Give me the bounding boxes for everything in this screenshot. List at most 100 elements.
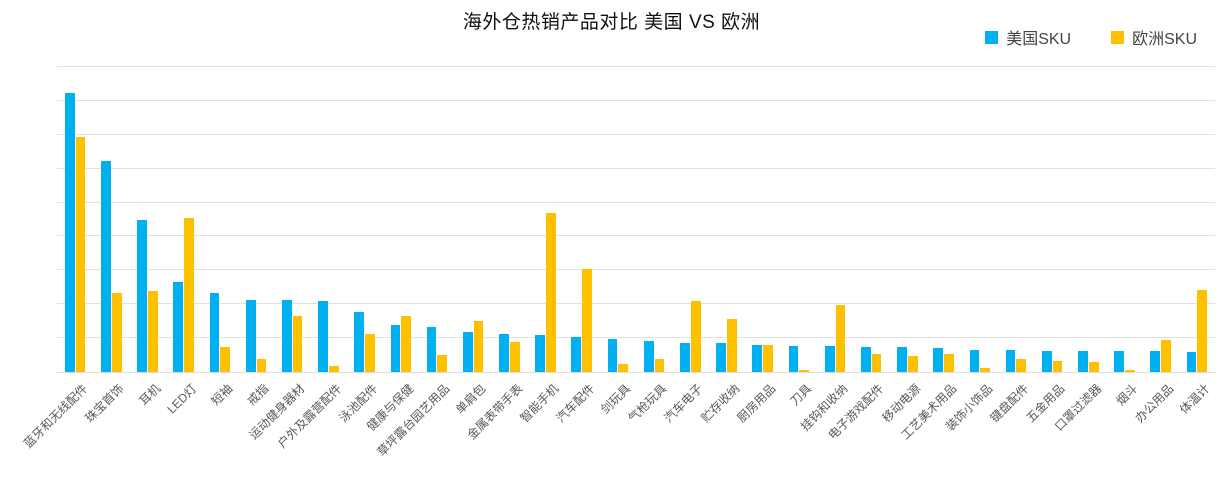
bar-eu-sku bbox=[799, 370, 810, 372]
category-slot bbox=[745, 67, 781, 372]
category-slot bbox=[853, 67, 889, 372]
bar-eu-sku bbox=[690, 300, 701, 372]
x-axis-label: 耳机 bbox=[136, 381, 163, 409]
gridline bbox=[57, 201, 1215, 203]
bar-us-sku bbox=[318, 300, 328, 372]
category-slot bbox=[527, 67, 563, 372]
x-axis-labels: 蓝牙和无线配件 珠宝首饰 耳机 LED灯 短袖 戒指 运动健身器材 户外及露营配件 泳池配件 健康… bbox=[21, 374, 1215, 494]
bar-eu-sku bbox=[437, 355, 448, 372]
category-slot bbox=[93, 67, 129, 372]
bar-us-sku bbox=[1005, 350, 1016, 372]
bar-us-sku bbox=[933, 347, 944, 372]
gridline bbox=[57, 133, 1215, 135]
category-slot bbox=[889, 67, 925, 372]
legend-label-eu-sku: 欧洲SKU bbox=[1132, 31, 1197, 48]
bar-eu-sku bbox=[365, 333, 375, 372]
category-slot bbox=[310, 67, 346, 372]
category-slot bbox=[636, 67, 672, 372]
bar-us-sku bbox=[173, 281, 184, 372]
bar-eu-sku bbox=[1161, 339, 1171, 372]
bar-eu-sku bbox=[980, 367, 991, 372]
legend-item-eu-sku: 欧洲SKU bbox=[1111, 25, 1197, 49]
bar-us-sku bbox=[245, 300, 256, 372]
category-slot bbox=[600, 67, 636, 372]
bar-eu-sku bbox=[220, 346, 231, 372]
bar-us-sku bbox=[1041, 350, 1052, 372]
x-axis-label: 戒指 bbox=[244, 381, 272, 409]
bar-us-sku bbox=[64, 93, 75, 372]
x-axis-label: 刀具 bbox=[787, 381, 815, 409]
category-slot bbox=[347, 67, 383, 372]
gridline bbox=[57, 167, 1215, 169]
gridline bbox=[57, 235, 1215, 237]
x-axis-label: 气枪玩具 bbox=[625, 381, 670, 426]
bar-eu-sku bbox=[1052, 360, 1063, 372]
x-axis-label: 珠宝首饰 bbox=[82, 381, 127, 426]
category-slot bbox=[564, 67, 600, 372]
bar-us-sku bbox=[680, 342, 690, 372]
x-axis-label: 厨房用品 bbox=[734, 381, 779, 426]
bar-eu-sku bbox=[1197, 290, 1208, 372]
x-axis-label: 蓝牙和无线配件 bbox=[21, 381, 91, 451]
bar-eu-sku bbox=[75, 136, 86, 372]
bar-us-sku bbox=[897, 346, 907, 372]
x-axis-label: 贮存收纳 bbox=[698, 381, 742, 426]
category-slot bbox=[419, 67, 455, 372]
bar-us-sku bbox=[860, 346, 871, 372]
x-axis-label: 智能手机 bbox=[517, 381, 562, 426]
category-slot bbox=[1106, 67, 1142, 372]
bar-eu-sku bbox=[1125, 370, 1135, 372]
x-axis-label: 办公用品 bbox=[1132, 381, 1177, 426]
bar-us-sku bbox=[281, 300, 292, 372]
bar-eu-sku bbox=[871, 353, 882, 372]
category-slot bbox=[781, 67, 817, 372]
category-slot bbox=[1143, 67, 1179, 372]
bar-us-sku bbox=[390, 324, 401, 372]
bar-us-sku bbox=[1114, 351, 1125, 372]
bar-us-sku bbox=[824, 345, 835, 372]
bar-eu-sku bbox=[618, 363, 629, 372]
bar-us-sku bbox=[426, 326, 437, 372]
category-slot bbox=[926, 67, 962, 372]
gridline bbox=[57, 303, 1215, 305]
x-axis-label: 烟斗 bbox=[1113, 381, 1141, 409]
category-slot bbox=[962, 67, 998, 372]
x-axis-label: 键盘配件 bbox=[987, 381, 1032, 426]
gridline bbox=[57, 66, 1215, 67]
bar-us-sku bbox=[462, 332, 473, 372]
bar-eu-sku bbox=[1016, 359, 1027, 372]
bar-eu-sku bbox=[763, 344, 773, 372]
bar-eu-sku bbox=[147, 291, 158, 372]
bar-eu-sku bbox=[256, 359, 267, 372]
bar-us-sku bbox=[101, 161, 111, 372]
bar-eu-sku bbox=[1088, 361, 1099, 372]
bar-us-sku bbox=[643, 341, 654, 372]
bar-us-sku bbox=[1078, 350, 1088, 372]
category-slot bbox=[817, 67, 853, 372]
category-slot bbox=[1070, 67, 1106, 372]
bar-eu-sku bbox=[546, 213, 556, 372]
x-axis-label: 汽车电子 bbox=[661, 381, 706, 426]
bar-eu-sku bbox=[111, 293, 122, 372]
bar-eu-sku bbox=[726, 319, 737, 372]
bar-eu-sku bbox=[184, 217, 194, 372]
category-slot bbox=[383, 67, 419, 372]
x-axis-label: 汽车配件 bbox=[553, 381, 598, 426]
bar-us-sku bbox=[535, 335, 546, 372]
bar-eu-sku bbox=[907, 356, 918, 372]
category-slot bbox=[166, 67, 202, 372]
bar-us-sku bbox=[354, 312, 365, 372]
bar-eu-sku bbox=[582, 268, 592, 372]
bar-us-sku bbox=[1186, 351, 1197, 372]
gridline bbox=[57, 99, 1215, 101]
bar-eu-sku bbox=[292, 316, 303, 372]
bar-us-sku bbox=[209, 293, 220, 372]
bar-us-sku bbox=[1150, 351, 1161, 372]
x-axis-label: 体温计 bbox=[1177, 381, 1213, 417]
category-slot bbox=[238, 67, 274, 372]
bar-eu-sku bbox=[835, 305, 846, 372]
legend-swatch-us-icon bbox=[985, 30, 999, 44]
bar-us-sku bbox=[788, 345, 799, 372]
category-slot bbox=[491, 67, 527, 372]
